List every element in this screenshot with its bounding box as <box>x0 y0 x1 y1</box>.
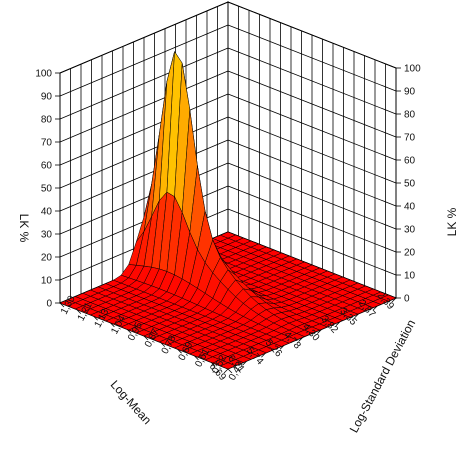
z-tick-left-label: 30 <box>41 230 53 241</box>
x-tick-mark <box>317 329 322 334</box>
z-tick-right-label: 0 <box>404 294 410 305</box>
surface-mesh <box>59 51 397 370</box>
x-tick-mark <box>261 352 266 358</box>
z-tick-left-label: 70 <box>41 138 53 149</box>
x-tick-mark <box>242 360 247 366</box>
z-tick-right-label: 80 <box>404 110 416 121</box>
z-tick-right-label: 40 <box>404 202 416 213</box>
y-tick-mark <box>160 342 166 347</box>
z-axis-title-right: LK % <box>445 207 459 236</box>
z-tick-left-label: 20 <box>41 253 53 264</box>
z-tick-left-label: 10 <box>41 276 53 287</box>
x-axis-title: Log-Mean <box>108 378 155 428</box>
z-tick-right-label: 70 <box>404 133 416 144</box>
z-tick-right-label: 50 <box>404 179 416 190</box>
x-tick-mark <box>279 345 285 350</box>
y-tick-mark <box>210 362 216 367</box>
z-tick-left-label: 40 <box>41 207 53 218</box>
x-tick-mark <box>354 313 359 319</box>
z-tick-left-label: 90 <box>41 92 53 103</box>
y-tick-mark <box>177 348 182 354</box>
z-tick-left-label: 80 <box>41 115 53 126</box>
z-axis-right-ticks: 0 10 20 30 40 50 60 70 80 90 100 <box>396 64 421 305</box>
x-tick-mark <box>223 368 229 374</box>
x-tick-mark <box>391 297 397 303</box>
x-tick-mark <box>373 305 378 311</box>
z-tick-right-label: 60 <box>404 156 416 167</box>
z-tick-left-label: 60 <box>41 161 53 172</box>
y-axis-title: Log-Standard Deviation <box>347 317 419 435</box>
back-walls <box>59 1 397 304</box>
y-tick-mark <box>227 368 233 374</box>
y-tick-mark <box>76 309 82 314</box>
z-tick-left-label: 50 <box>41 184 53 195</box>
z-tick-right-label: 20 <box>404 248 416 259</box>
y-tick-mark <box>126 329 132 334</box>
z-tick-right-label: 100 <box>404 64 421 75</box>
y-tick-mark <box>93 315 98 321</box>
z-axis-title-left: LK % <box>17 214 31 243</box>
x-tick-mark <box>335 321 341 326</box>
z-tick-right-label: 30 <box>404 225 416 236</box>
y-tick-mark <box>143 335 149 341</box>
z-tick-right-label: 10 <box>404 271 416 282</box>
x-tick-mark <box>298 337 303 342</box>
y-tick-mark <box>59 302 65 308</box>
z-tick-left-label: 0 <box>46 299 52 310</box>
z-tick-left-label: 100 <box>35 69 52 80</box>
y-tick-mark <box>110 322 115 328</box>
y-tick-mark <box>194 355 199 361</box>
z-tick-right-label: 90 <box>404 87 416 98</box>
z-axis-left-ticks: 0 10 20 30 40 50 60 70 80 90 100 <box>35 69 60 310</box>
